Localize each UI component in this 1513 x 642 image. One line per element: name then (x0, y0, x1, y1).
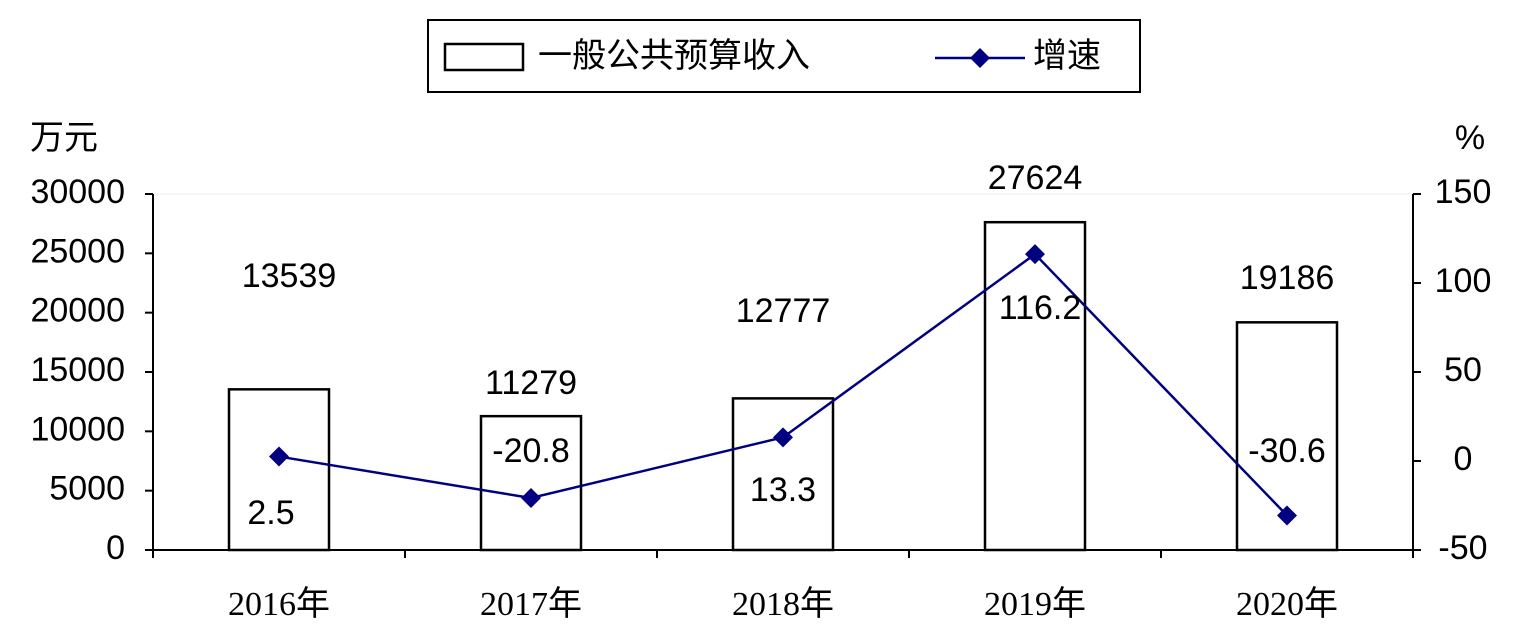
y-tick-label: 20000 (30, 292, 125, 330)
line-marker (1025, 244, 1045, 265)
x-tick-label: 2020年 (1236, 585, 1338, 623)
line-value-label: -30.6 (1248, 432, 1326, 470)
y-tick-label: 0 (106, 529, 125, 567)
y-tick-label: 15000 (30, 351, 125, 389)
y2-tick-label: 100 (1435, 262, 1492, 300)
y2-tick-label: -50 (1438, 529, 1487, 567)
legend-marker (970, 48, 990, 68)
y-tick-label: 30000 (30, 173, 125, 211)
y-tick-label: 25000 (30, 232, 125, 270)
x-tick-label: 2018年 (732, 585, 834, 623)
bar (983, 220, 1087, 552)
y2-axis-label: % (1455, 119, 1485, 157)
bar (731, 397, 835, 552)
line-marker (1277, 505, 1297, 526)
y-tick-label: 10000 (30, 410, 125, 448)
legend-swatch (443, 42, 525, 72)
y2-tick-label: 0 (1454, 440, 1473, 478)
bar-value-label: 11279 (485, 364, 577, 402)
bar (479, 414, 583, 552)
line-marker (269, 446, 289, 467)
bar-value-label: 12777 (736, 292, 831, 330)
legend-box (427, 19, 1141, 93)
y-tick-label: 5000 (49, 470, 125, 508)
bar-value-label: 19186 (1240, 259, 1335, 297)
legend-label: 一般公共预算收入 (538, 37, 810, 75)
y2-tick-label: 50 (1444, 351, 1482, 389)
y2-tick-label: 150 (1435, 173, 1492, 211)
line-value-label: 13.3 (750, 471, 816, 509)
line-marker (521, 488, 541, 509)
line-value-label: 116.2 (999, 289, 1082, 327)
x-tick-label: 2017年 (480, 585, 582, 623)
y-axis-label: 万元 (30, 119, 98, 157)
legend-label: 增速 (1033, 37, 1101, 75)
line-value-label: 2.5 (247, 494, 294, 532)
bar-value-label: 13539 (242, 257, 337, 295)
line-marker (773, 427, 793, 448)
x-tick-label: 2019年 (984, 585, 1086, 623)
bar (227, 388, 331, 552)
bar-value-label: 27624 (988, 159, 1083, 197)
line-value-label: -20.8 (492, 432, 570, 470)
x-tick-label: 2016年 (228, 585, 330, 623)
